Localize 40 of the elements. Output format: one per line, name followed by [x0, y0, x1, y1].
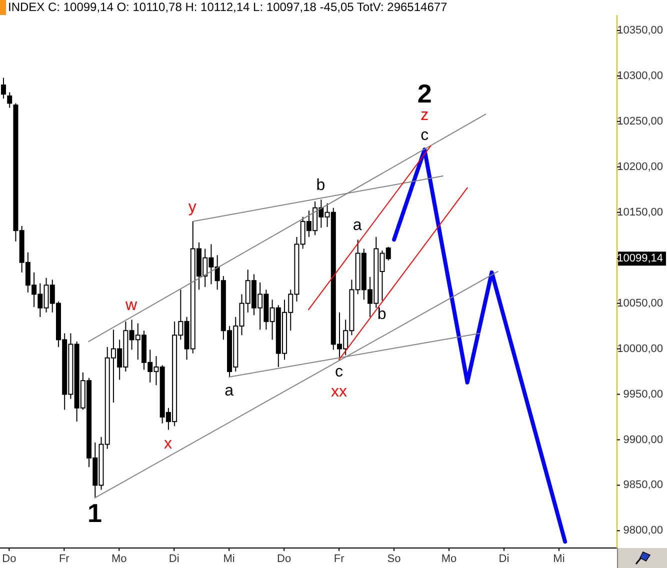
candlestick — [1, 77, 6, 100]
y-tick-label: 10350,00 — [617, 24, 663, 36]
annotation: xx — [331, 383, 348, 400]
annotation: b — [377, 306, 386, 324]
line-series — [392, 148, 568, 544]
x-tick-label: Do — [2, 552, 16, 565]
x-tick-label: Fr — [334, 552, 345, 565]
annotation: a — [224, 382, 234, 400]
y-tick-label: 9850,00 — [623, 479, 663, 492]
y-tick-label: 10000,00 — [617, 342, 663, 355]
annotation: y — [188, 198, 196, 216]
annotation: z — [420, 107, 429, 124]
y-tick-label: 10050,00 — [617, 297, 663, 310]
annotation: a — [352, 217, 362, 234]
y-tick-label: 10099,14 — [617, 252, 663, 265]
annotation: 1 — [87, 498, 102, 528]
x-tick-label: Mi — [223, 552, 235, 565]
annotation: 2 — [417, 78, 432, 109]
annotation: b — [316, 177, 326, 194]
y-tick-label: 10150,00 — [617, 206, 663, 218]
annotation: c — [335, 363, 344, 380]
y-tick-label: 9950,00 — [623, 388, 663, 400]
x-tick-label: So — [387, 552, 401, 565]
annotation: w — [124, 297, 138, 314]
y-tick-label: 10200,00 — [617, 160, 663, 173]
chart-title: INDEX C: 10099,14 O: 10110,78 H: 10112,14 L: 10097,18 -45,05 TotV: 296514677 — [8, 0, 448, 15]
x-tick-label: Di — [168, 552, 180, 565]
x-tick-label: Fr — [58, 552, 70, 565]
x-tick-label: Di — [498, 552, 510, 565]
y-tick-label: 9900,00 — [623, 434, 663, 446]
x-tick-label: Do — [277, 552, 292, 565]
annotation: x — [164, 435, 172, 452]
y-tick-label: 10250,00 — [617, 115, 663, 128]
x-tick-label: Mo — [111, 552, 127, 565]
x-tick-label: Mi — [553, 552, 565, 565]
x-tick-label: Mo — [441, 552, 457, 565]
y-tick-label: 10300,00 — [617, 70, 663, 82]
candlestick — [7, 92, 12, 108]
y-tick-label: 9800,00 — [623, 524, 663, 537]
annotation: c — [420, 127, 429, 144]
